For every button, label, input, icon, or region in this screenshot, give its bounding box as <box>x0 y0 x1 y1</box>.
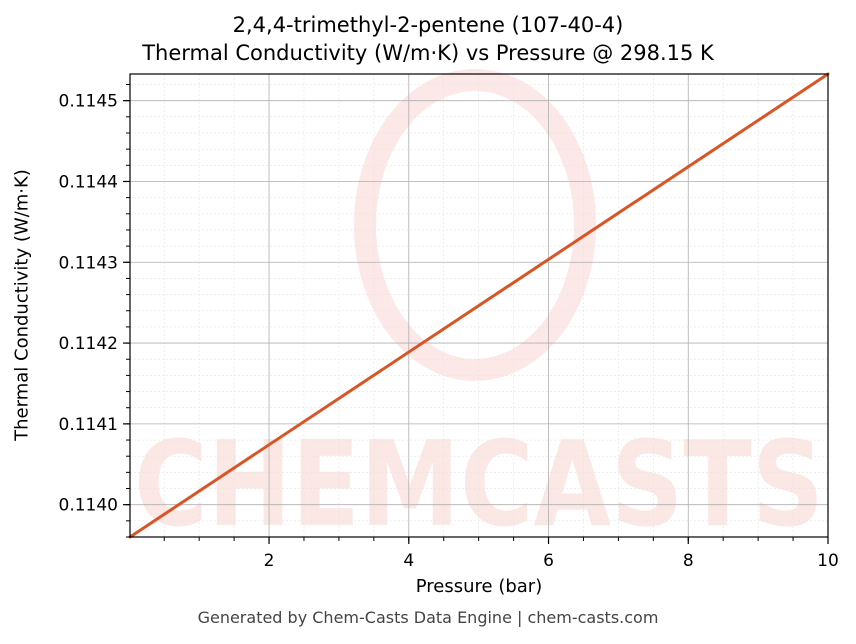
x-tick-label: 8 <box>683 551 694 571</box>
chart-title: 2,4,4-trimethyl-2-pentene (107-40-4) <box>232 13 624 37</box>
x-axis-label: Pressure (bar) <box>415 576 543 597</box>
x-tick-label: 10 <box>817 551 839 571</box>
x-tick-label: 2 <box>264 551 275 571</box>
y-tick-label: 0.1145 <box>59 92 118 112</box>
chemcasts-watermark: CHEMCASTS <box>134 69 824 553</box>
series-layer <box>128 72 830 539</box>
y-tick-label: 0.1143 <box>59 253 118 273</box>
watermark-text: CHEMCASTS <box>134 415 824 553</box>
y-tick-label: 0.1140 <box>59 496 118 516</box>
x-tick-label: 6 <box>543 551 554 571</box>
y-tick-label: 0.1141 <box>59 415 118 435</box>
y-tick-label: 0.1142 <box>59 334 118 354</box>
chart-subtitle: Thermal Conductivity (W/m·K) vs Pressure… <box>142 41 714 65</box>
series-line <box>128 72 830 539</box>
axis-ticks: 2 4 6 8 10 0.1140 0.1141 0.1142 0.1143 0.1144 0.11… <box>59 84 839 571</box>
y-tick-label: 0.1144 <box>59 172 118 192</box>
footer-credit: Generated by Chem-Casts Data Engine | ch… <box>197 608 659 627</box>
y-axis-label: Thermal Conductivity (W/m·K) <box>11 169 33 441</box>
x-tick-label: 4 <box>403 551 414 571</box>
